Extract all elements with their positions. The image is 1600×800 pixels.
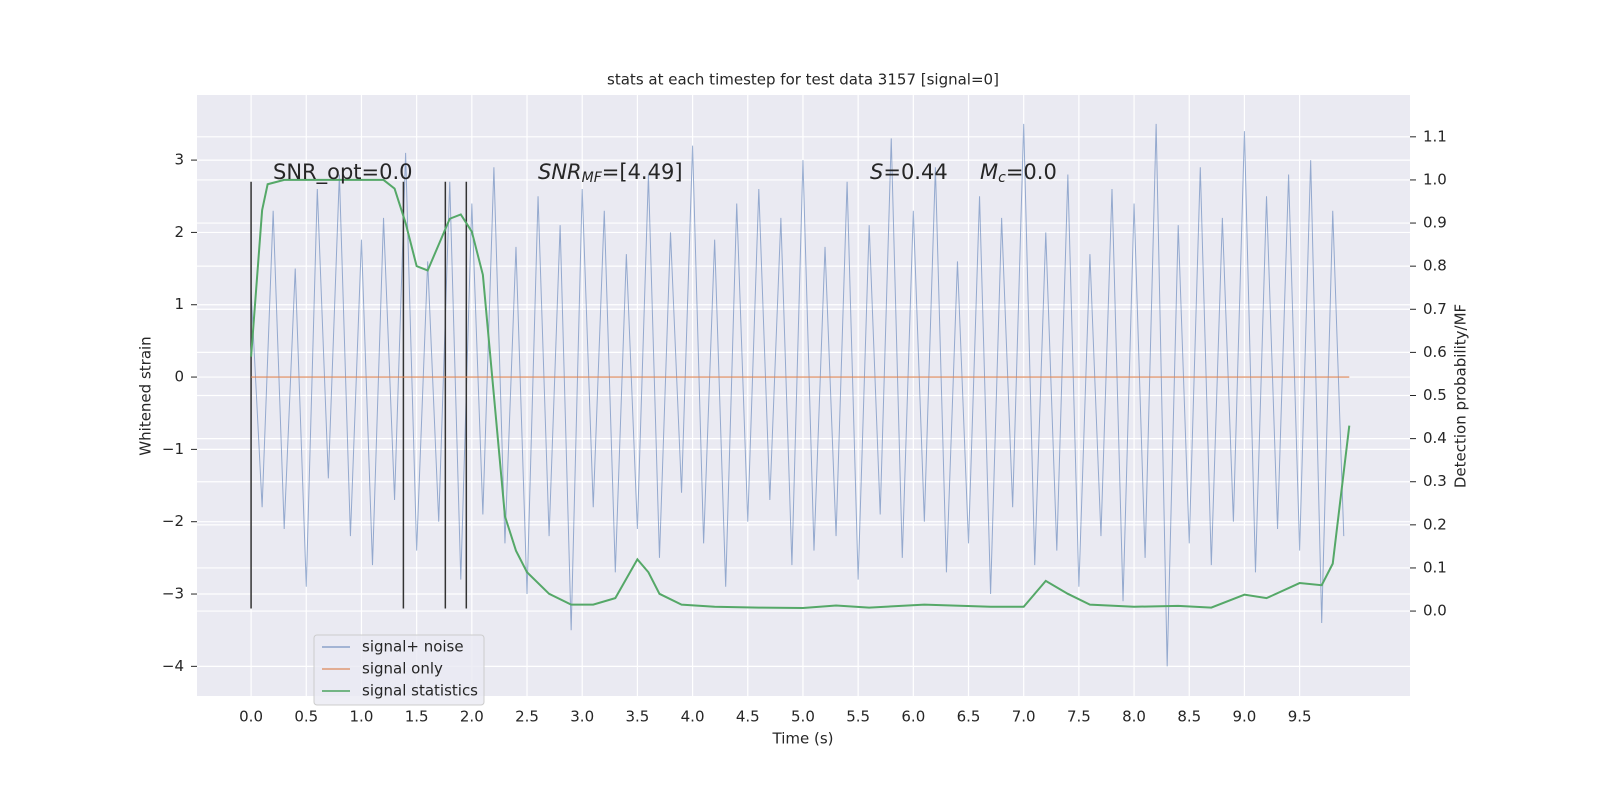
legend-box (313, 634, 485, 706)
annotation-symbol: S (870, 160, 883, 184)
annotation-subscript: c (998, 170, 1006, 186)
x-tick-label: 0.5 (294, 708, 318, 726)
x-tick-label: 5.5 (846, 708, 870, 726)
y2-tick-label: 0.8 (1423, 257, 1447, 275)
y2-tick-label: 0.9 (1423, 214, 1447, 232)
legend-label: signal statistics (362, 682, 478, 700)
y-tick-label: −4 (162, 657, 184, 675)
y2-tick-label: 0.1 (1423, 558, 1447, 576)
x-tick-label: 0.0 (239, 708, 263, 726)
y2-tick-label: 0.3 (1423, 472, 1447, 490)
series-line (250, 178, 1351, 610)
y2-tick-label: 1.0 (1423, 170, 1447, 188)
annotation: SNR_opt=0.0 (273, 160, 413, 185)
y2-tick-label: 0.0 (1423, 602, 1447, 620)
x-tick-label: 6.5 (957, 708, 981, 726)
annotation-value: =0.0 (1006, 160, 1057, 184)
annotation-symbol: SNR (538, 160, 582, 184)
x-tick-label: 3.5 (625, 708, 649, 726)
y2-tick-label: 0.6 (1423, 343, 1447, 361)
legend-label: signal+ noise (362, 638, 464, 656)
y-tick-label: −2 (162, 512, 184, 530)
legend-label: signal only (362, 660, 443, 678)
y2-tick-label: 0.7 (1423, 300, 1447, 318)
annotation: S=0.44 (870, 160, 948, 184)
x-tick-label: 1.0 (350, 708, 374, 726)
grid: 0.0 0.5 1.0 1.5 2.0 2.5 3.0 3.5 4.0 4.5 5.0 5.5 6.0 6… (162, 95, 1447, 726)
x-tick-label: 5.0 (791, 708, 815, 726)
x-tick-label: 6.0 (901, 708, 925, 726)
annotation-value: =[4.49] (602, 160, 683, 184)
x-tick-label: 8.0 (1122, 708, 1146, 726)
y2-tick-label: 1.1 (1423, 127, 1447, 145)
x-tick-label: 2.0 (460, 708, 484, 726)
annotation-symbol: M (980, 160, 998, 184)
annotation-subscript: MF (582, 170, 603, 186)
x-tick-label: 7.0 (1012, 708, 1036, 726)
annotation: SNRMF=[4.49] (538, 160, 683, 186)
x-tick-label: 9.5 (1288, 708, 1312, 726)
series-line (250, 123, 1345, 667)
x-tick-label: 8.5 (1177, 708, 1201, 726)
y2-tick-label: 0.5 (1423, 386, 1447, 404)
legend: signal+ noise signal only signal statistic… (313, 634, 485, 706)
chart-title: stats at each timestep for test data 315… (607, 71, 999, 89)
x-tick-label: 7.5 (1067, 708, 1091, 726)
x-axis-label: Time (s) (772, 730, 834, 748)
y-tick-label: −3 (162, 585, 184, 603)
annotation-text: SNR_opt=0.0 (273, 160, 413, 185)
y2-tick-label: 0.4 (1423, 429, 1447, 447)
y-tick-label: −1 (162, 440, 184, 458)
annotations: SNR_opt=0.0 SNRMF=[4.49] S=0.44 Mc=0.0 (273, 160, 1057, 186)
x-tick-label: 4.5 (736, 708, 760, 726)
x-tick-label: 9.0 (1233, 708, 1257, 726)
annotation-value: =0.44 (883, 160, 947, 184)
y2-axis-label: Detection probability/MF (1452, 304, 1470, 488)
x-tick-label: 4.0 (681, 708, 705, 726)
y-tick-label: 2 (174, 223, 184, 241)
y-tick-label: 0 (174, 368, 184, 386)
annotation: Mc=0.0 (980, 160, 1057, 186)
marks (250, 123, 1351, 667)
x-tick-label: 3.0 (570, 708, 594, 726)
x-tick-label: 1.5 (405, 708, 429, 726)
y-axis-label: Whitened strain (137, 336, 155, 455)
x-tick-label: 2.5 (515, 708, 539, 726)
y-tick-label: 3 (174, 151, 184, 169)
y-tick-label: 1 (174, 295, 184, 313)
y2-tick-label: 0.2 (1423, 515, 1447, 533)
